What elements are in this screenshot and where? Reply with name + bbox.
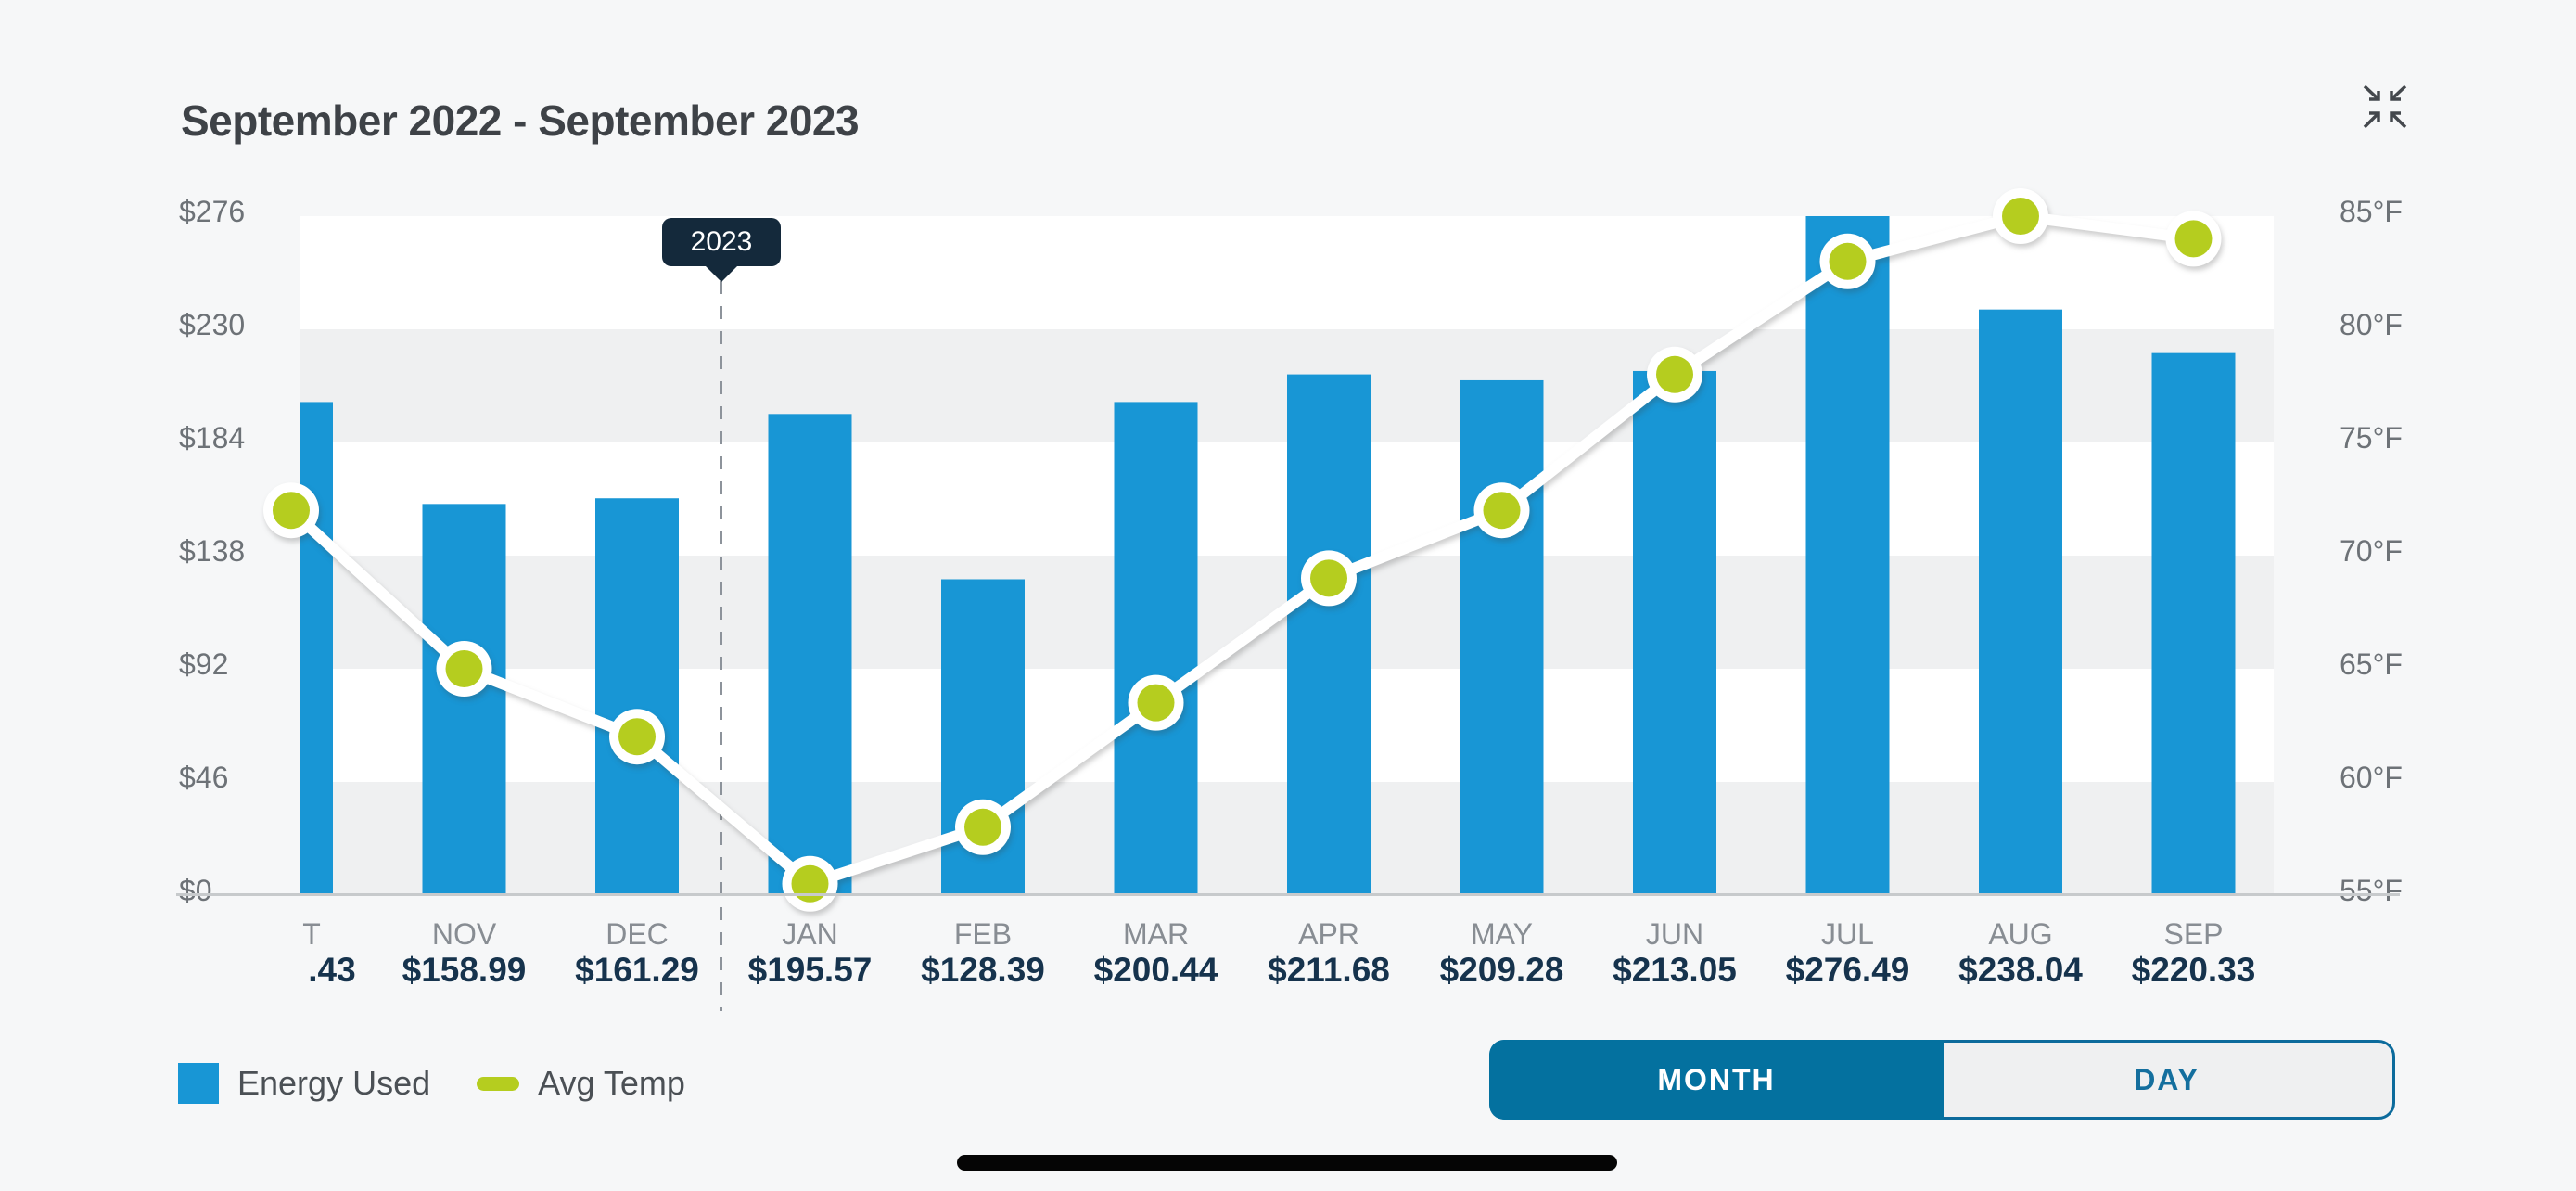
tooltip-pointer [706, 266, 737, 282]
right-axis-tick: 85°F [2340, 195, 2403, 228]
x-label-cost: $200.44 [1093, 951, 1218, 989]
avg-temp-label: Avg Temp [538, 1064, 685, 1102]
x-label-month: T [302, 917, 321, 951]
energy-bar-DEC[interactable] [595, 498, 679, 895]
x-label-cost: $195.57 [747, 951, 873, 989]
right-axis-tick: 65°F [2340, 647, 2403, 681]
right-axis-tick: 70°F [2340, 534, 2403, 568]
x-label-month: JUN [1645, 917, 1704, 951]
right-axis-tick: 75°F [2340, 421, 2403, 455]
bars-and-stripes-layer [300, 216, 2274, 895]
grid-band [300, 216, 2274, 329]
year-tooltip: 2023 [662, 218, 781, 282]
year-divider-line [720, 281, 722, 1011]
energy-used-label: Energy Used [237, 1064, 431, 1102]
x-label-month: APR [1298, 917, 1359, 951]
plot-area [300, 216, 2274, 918]
x-label-month: SEP [2163, 917, 2224, 951]
x-label-cost: .43 [308, 951, 356, 989]
axis-baseline [176, 893, 2400, 896]
x-label-month: AUG [1988, 917, 2053, 951]
energy-bar-MAR[interactable] [1114, 402, 1198, 895]
avg-temp-swatch [477, 1076, 520, 1091]
left-axis-tick: $276 [179, 195, 246, 228]
right-axis-tick: 60°F [2340, 761, 2403, 794]
energy-bar-JUL[interactable] [1805, 216, 1890, 895]
left-axis-tick: $46 [179, 761, 229, 794]
energy-bar-JUN[interactable] [1633, 370, 1716, 895]
day-toggle-button[interactable]: DAY [1941, 1043, 2392, 1117]
energy-bar-JAN[interactable] [768, 414, 852, 895]
grid-band [300, 329, 2274, 442]
x-label-cost: $213.05 [1613, 951, 1737, 989]
x-label-month: JAN [782, 917, 838, 951]
energy-bar-AUG[interactable] [1979, 309, 2062, 895]
left-axis-tick: $138 [179, 534, 246, 568]
x-label-cost: $211.68 [1268, 951, 1390, 989]
month-toggle-button[interactable]: MONTH [1489, 1040, 1944, 1120]
x-label-month: MAY [1471, 917, 1533, 951]
page-title: September 2022 - September 2023 [181, 96, 860, 145]
energy-bar-APR[interactable] [1287, 374, 1371, 895]
energy-bar-MAY[interactable] [1460, 379, 1544, 895]
energy-bar-FEB[interactable] [941, 579, 1025, 895]
collapse-arrows-icon [2361, 84, 2409, 133]
energy-bar-NOV[interactable] [422, 504, 506, 895]
left-axis-tick: $92 [179, 647, 229, 681]
x-label-cost: $220.33 [2131, 951, 2256, 989]
x-label-cost: $276.49 [1785, 951, 1910, 989]
x-label-month: JUL [1821, 917, 1874, 951]
left-axis-tick: $184 [179, 421, 246, 455]
x-label-month: FEB [953, 917, 1013, 951]
x-label-cost: $238.04 [1958, 951, 2083, 989]
left-axis-tick: $0 [179, 874, 212, 907]
x-label-cost: $158.99 [402, 951, 527, 989]
x-label-cost: $209.28 [1439, 951, 1564, 989]
collapse-fullscreen-button[interactable] [2355, 80, 2415, 135]
x-label-month: DEC [606, 917, 669, 951]
energy-bar-SEP[interactable] [2151, 352, 2236, 895]
right-axis-tick: 55°F [2340, 874, 2403, 907]
year-tooltip-label: 2023 [690, 226, 753, 257]
period-toggle: MONTH DAY [1489, 1040, 2395, 1120]
energy-bar-T[interactable] [300, 402, 333, 895]
x-axis-labels: T .43 NOV $158.99 DEC $161.29 JAN $195.57 FEB $12… [300, 914, 2274, 1006]
left-axis-tick: $230 [179, 308, 246, 341]
home-indicator[interactable] [957, 1155, 1617, 1171]
x-label-month: NOV [431, 917, 497, 951]
x-label-cost: $128.39 [921, 951, 1045, 989]
legend: Energy Used Avg Temp [178, 1063, 685, 1104]
x-label-month: MAR [1122, 917, 1190, 951]
x-label-cost: $161.29 [575, 951, 699, 989]
right-axis-tick: 80°F [2340, 308, 2403, 341]
energy-used-swatch [178, 1063, 219, 1104]
